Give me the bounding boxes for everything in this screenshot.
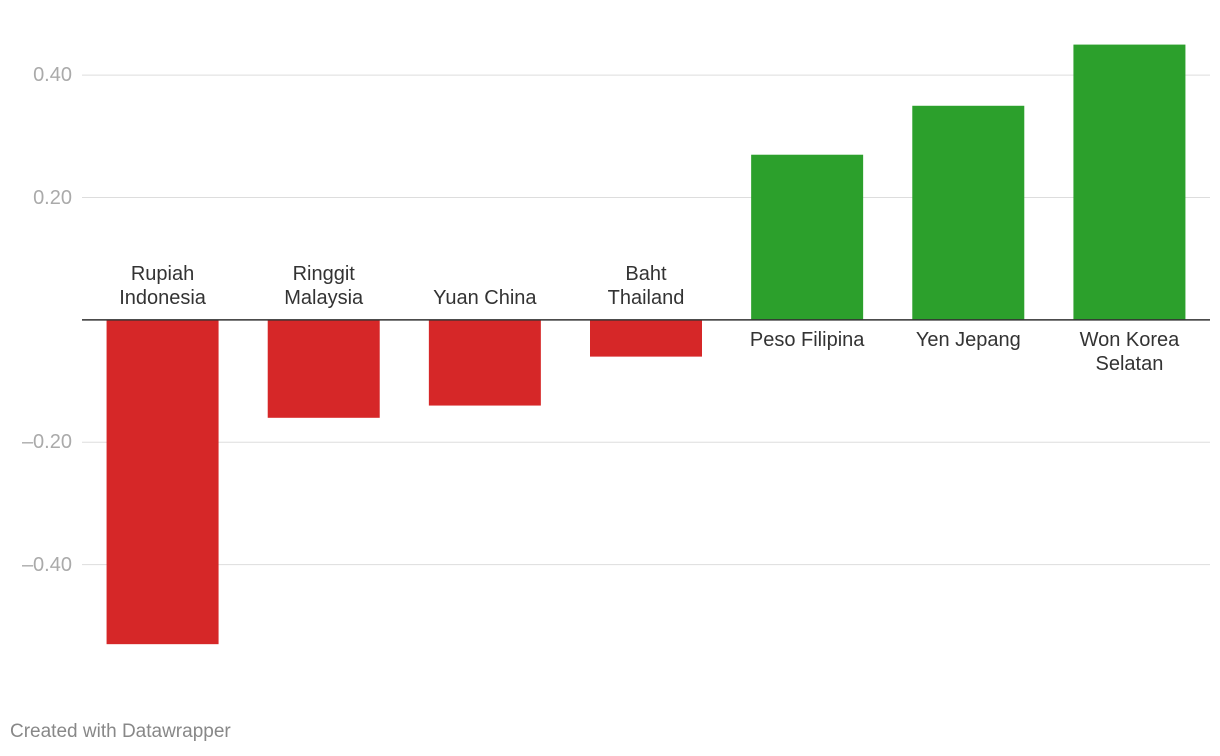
- bar: [267, 319, 380, 418]
- x-tick-label: Yuan China: [433, 286, 537, 309]
- x-tick-label: Peso Filipina: [749, 328, 865, 351]
- x-tick-label: Won Korea Selatan: [1079, 328, 1180, 375]
- y-tick-label: 0.20: [33, 186, 72, 209]
- y-tick-label: –0.40: [21, 553, 72, 576]
- bar: [590, 319, 702, 357]
- bar: [912, 105, 1025, 320]
- x-tick-label: Yen Jepang: [915, 328, 1021, 351]
- x-tick-label: Baht Thailand: [607, 262, 685, 309]
- bar: [751, 154, 864, 320]
- bar: [1073, 44, 1186, 320]
- y-tick-label: –0.20: [21, 431, 72, 454]
- y-tick-label: 0.40: [33, 64, 72, 87]
- bar: [428, 319, 541, 406]
- credit: Created with Datawrapper: [10, 721, 231, 742]
- bar: [106, 319, 219, 645]
- x-tick-label: Ringgit Malaysia: [284, 262, 364, 309]
- x-tick-label: Rupiah Indonesia: [119, 262, 206, 309]
